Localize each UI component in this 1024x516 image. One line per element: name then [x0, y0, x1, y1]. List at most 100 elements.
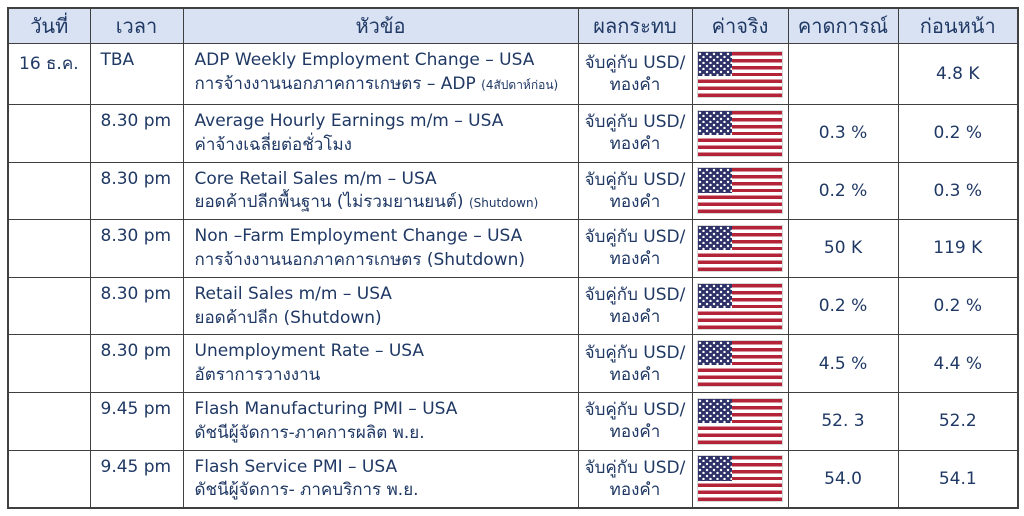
- actual-cell: [691, 43, 789, 105]
- topic-title-en: Unemployment Rate – USA: [194, 341, 425, 362]
- actual-cell: [691, 161, 789, 221]
- forecast-cell: 54.0: [787, 449, 899, 509]
- table-row: 16 ธ.ค. TBA ADP Weekly Employment Change…: [7, 43, 1019, 105]
- impact-cell: จับคู่กับ USD/ ทองคำ: [577, 391, 693, 451]
- topic-title-th: ดัชนีผู้จัดการ-ภาคการผลิต พ.ย.: [194, 422, 425, 443]
- topic-title-en: Retail Sales m/m – USA: [194, 283, 392, 304]
- topic-title-th: ดัชนีผู้จัดการ- ภาคบริการ พ.ย.: [194, 480, 419, 501]
- impact-line1: จับคู่กับ USD/: [584, 227, 686, 248]
- topic-note: (Shutdown): [468, 196, 539, 211]
- economic-calendar-table: วันที่ เวลา หัวข้อ ผลกระทบ ค่าจริง คาดกา…: [7, 7, 1019, 510]
- topic-title-en: Non –Farm Employment Change – USA: [194, 226, 523, 247]
- forecast-cell: 4.5 %: [787, 334, 899, 393]
- forecast-cell: 0.2 %: [787, 276, 899, 336]
- topic-cell: ADP Weekly Employment Change – USA การจ้…: [182, 43, 579, 105]
- actual-cell: [691, 449, 789, 509]
- forecast-cell: [787, 43, 899, 105]
- previous-cell: 0.2 %: [897, 104, 1019, 163]
- forecast-cell: 50 K: [787, 219, 899, 278]
- actual-cell: [691, 219, 789, 278]
- table-row: 8.30 pm Non –Farm Employment Change – US…: [7, 219, 1019, 278]
- table-row: 8.30 pm Retail Sales m/m – USA ยอดค้าปลี…: [7, 276, 1019, 336]
- date-cell: [7, 449, 91, 509]
- date-cell: 16 ธ.ค.: [7, 43, 91, 105]
- topic-cell: Non –Farm Employment Change – USA การจ้า…: [182, 219, 579, 278]
- us-flag-icon: [697, 167, 783, 215]
- col-header-previous: ก่อนหน้า: [897, 7, 1019, 44]
- date-cell: [7, 276, 91, 336]
- table-row: 9.45 pm Flash Manufacturing PMI – USA ดั…: [7, 391, 1019, 451]
- topic-title-th: ค่าจ้างเฉลี่ยต่อชั่วโมง: [194, 134, 352, 155]
- previous-cell: 0.2 %: [897, 276, 1019, 336]
- actual-cell: [691, 391, 789, 451]
- impact-line1: จับคู่กับ USD/: [584, 169, 686, 190]
- impact-line2: ทองคำ: [609, 134, 661, 155]
- us-flag-icon: [697, 50, 783, 98]
- col-header-actual: ค่าจริง: [691, 7, 789, 44]
- us-flag-icon: [697, 224, 783, 272]
- actual-cell: [691, 334, 789, 393]
- time-cell: 9.45 pm: [89, 391, 184, 451]
- forecast-cell: 0.3 %: [787, 104, 899, 163]
- impact-line2: ทองคำ: [609, 307, 661, 328]
- topic-title-en: ADP Weekly Employment Change – USA: [194, 50, 535, 70]
- topic-cell: Core Retail Sales m/m – USA ยอดค้าปลีกพื…: [182, 161, 579, 221]
- topic-title-th: ยอดค้าปลีก (Shutdown): [194, 307, 382, 328]
- impact-line2: ทองคำ: [609, 191, 661, 212]
- actual-cell: [691, 104, 789, 163]
- impact-cell: จับคู่กับ USD/ ทองคำ: [577, 219, 693, 278]
- impact-line2: ทองคำ: [609, 422, 661, 443]
- impact-cell: จับคู่กับ USD/ ทองคำ: [577, 276, 693, 336]
- col-header-impact: ผลกระทบ: [577, 7, 693, 44]
- time-cell: 8.30 pm: [89, 276, 184, 336]
- impact-line2: ทองคำ: [609, 364, 661, 385]
- forecast-cell: 0.2 %: [787, 161, 899, 221]
- topic-cell: Flash Manufacturing PMI – USA ดัชนีผู้จั…: [182, 391, 579, 451]
- time-cell: TBA: [89, 43, 184, 105]
- topic-title-en: Flash Service PMI – USA: [194, 456, 398, 477]
- date-cell: [7, 219, 91, 278]
- header-row: วันที่ เวลา หัวข้อ ผลกระทบ ค่าจริง คาดกา…: [7, 7, 1019, 44]
- impact-line1: จับคู่กับ USD/: [584, 457, 686, 478]
- topic-cell: Flash Service PMI – USA ดัชนีผู้จัดการ- …: [182, 449, 579, 509]
- impact-line2: ทองคำ: [609, 75, 661, 95]
- date-cell: [7, 161, 91, 221]
- topic-title-th: การจ้างงานนอกภาคการเกษตร (Shutdown): [194, 249, 526, 270]
- impact-cell: จับคู่กับ USD/ ทองคำ: [577, 104, 693, 163]
- date-cell: [7, 334, 91, 393]
- topic-title-th: อัตราการวางงาน: [194, 365, 321, 386]
- us-flag-icon: [697, 340, 783, 388]
- date-cell: [7, 104, 91, 163]
- topic-title-th: การจ้างงานนอกภาคการเกษตร – ADP (4สัปดาห์…: [194, 73, 559, 94]
- impact-cell: จับคู่กับ USD/ ทองคำ: [577, 449, 693, 509]
- previous-cell: 119 K: [897, 219, 1019, 278]
- topic-title-en: Average Hourly Earnings m/m – USA: [194, 111, 504, 131]
- impact-line1: จับคู่กับ USD/: [584, 342, 686, 363]
- topic-title-en: Core Retail Sales m/m – USA: [194, 168, 437, 189]
- previous-cell: 4.4 %: [897, 334, 1019, 393]
- table-row: 8.30 pm Core Retail Sales m/m – USA ยอดค…: [7, 161, 1019, 221]
- col-header-date: วันที่: [7, 7, 91, 44]
- impact-line1: จับคู่กับ USD/: [584, 284, 686, 305]
- col-header-forecast: คาดการณ์: [787, 7, 899, 44]
- topic-title-th: ยอดค้าปลีกพื้นฐาน (ไม่รวมยานยนต์) (Shutd…: [194, 192, 539, 213]
- us-flag-icon: [697, 109, 783, 157]
- topic-cell: Retail Sales m/m – USA ยอดค้าปลีก (Shutd…: [182, 276, 579, 336]
- previous-cell: 54.1: [897, 449, 1019, 509]
- col-header-topic: หัวข้อ: [182, 7, 579, 44]
- impact-line1: จับคู่กับ USD/: [584, 112, 686, 133]
- topic-note: (4สัปดาห์ก่อน): [481, 77, 559, 92]
- previous-cell: 52.2: [897, 391, 1019, 451]
- topic-cell: Average Hourly Earnings m/m – USA ค่าจ้า…: [182, 104, 579, 163]
- us-flag-icon: [697, 455, 783, 503]
- actual-cell: [691, 276, 789, 336]
- impact-cell: จับคู่กับ USD/ ทองคำ: [577, 43, 693, 105]
- table-row: 8.30 pm Average Hourly Earnings m/m – US…: [7, 104, 1019, 163]
- topic-title-en: Flash Manufacturing PMI – USA: [194, 398, 458, 419]
- table-row: 9.45 pm Flash Service PMI – USA ดัชนีผู้…: [7, 449, 1019, 509]
- time-cell: 8.30 pm: [89, 161, 184, 221]
- impact-cell: จับคู่กับ USD/ ทองคำ: [577, 334, 693, 393]
- col-header-time: เวลา: [89, 7, 184, 44]
- previous-cell: 4.8 K: [897, 43, 1019, 105]
